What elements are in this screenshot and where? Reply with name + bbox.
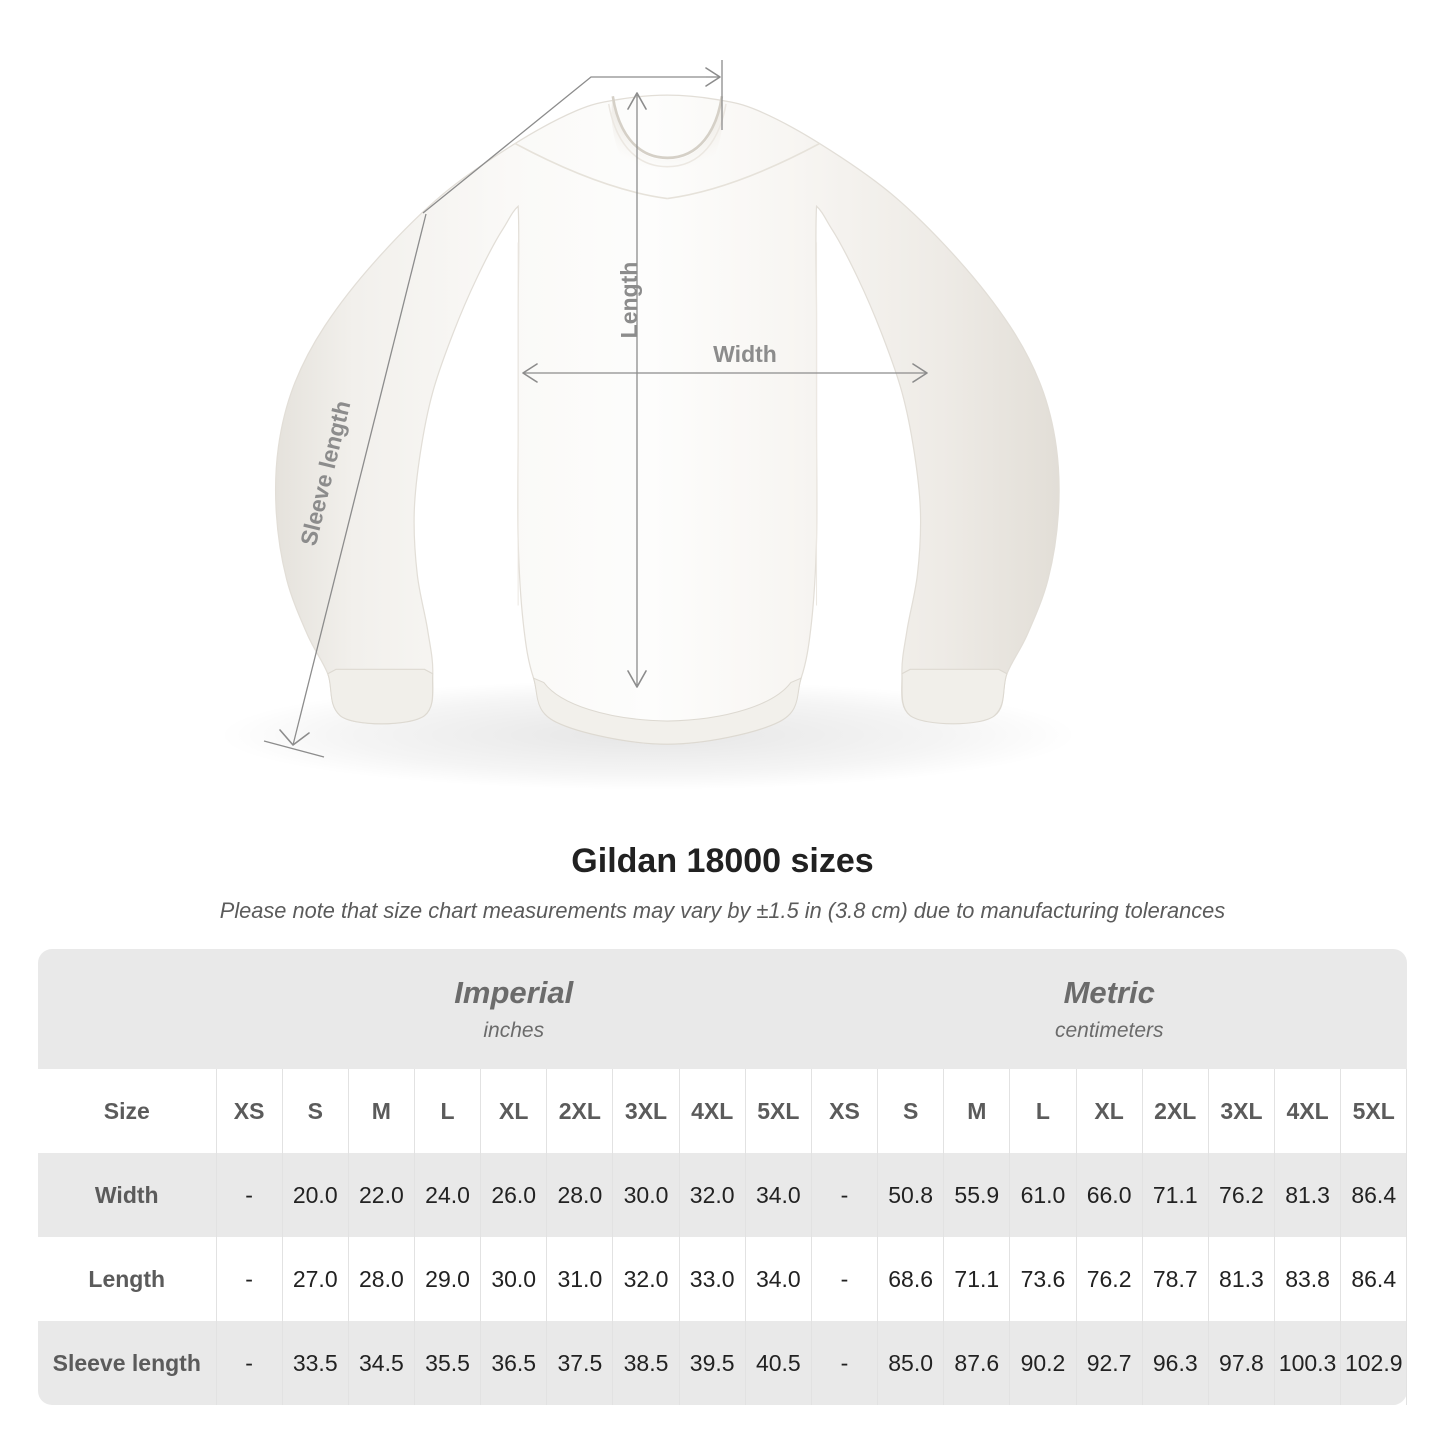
svg-text:Width: Width [713, 341, 777, 367]
svg-text:Length: Length [616, 262, 642, 339]
svg-text:Sleeve length: Sleeve length [295, 398, 355, 548]
